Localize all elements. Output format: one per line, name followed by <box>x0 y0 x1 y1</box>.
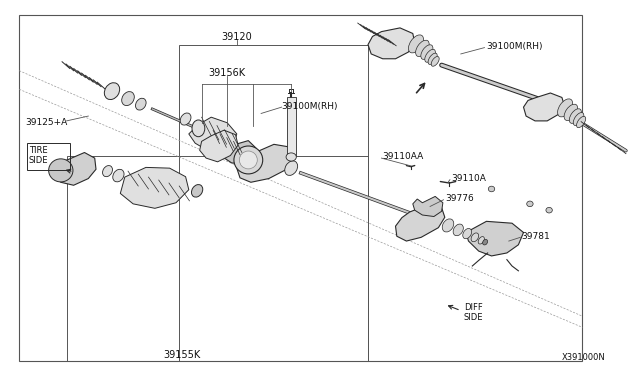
Polygon shape <box>54 153 96 185</box>
Bar <box>27 143 70 170</box>
Ellipse shape <box>428 53 437 64</box>
Ellipse shape <box>239 151 257 169</box>
Ellipse shape <box>570 109 581 124</box>
Polygon shape <box>120 167 189 208</box>
Ellipse shape <box>192 120 205 137</box>
Ellipse shape <box>102 166 113 177</box>
Text: 39781: 39781 <box>522 232 550 241</box>
Polygon shape <box>524 93 564 121</box>
Ellipse shape <box>234 146 263 174</box>
Bar <box>67 156 368 361</box>
Text: 39110AA: 39110AA <box>383 152 424 161</box>
Ellipse shape <box>483 240 488 245</box>
Ellipse shape <box>49 159 73 182</box>
Polygon shape <box>237 144 293 182</box>
Ellipse shape <box>527 201 533 207</box>
Text: 39156K: 39156K <box>209 68 246 77</box>
Text: 39125+A: 39125+A <box>26 118 68 127</box>
Ellipse shape <box>421 45 433 60</box>
Ellipse shape <box>564 104 578 121</box>
Ellipse shape <box>463 228 472 239</box>
Text: 39120: 39120 <box>221 32 252 42</box>
Text: TIRE
SIDE: TIRE SIDE <box>29 146 48 165</box>
Polygon shape <box>200 130 238 162</box>
Ellipse shape <box>488 186 495 192</box>
Text: 39776: 39776 <box>445 194 474 203</box>
Ellipse shape <box>577 116 586 128</box>
Ellipse shape <box>104 83 120 100</box>
Ellipse shape <box>408 35 424 53</box>
Ellipse shape <box>191 185 203 197</box>
Text: 39100M(RH): 39100M(RH) <box>486 42 543 51</box>
Text: 39110A: 39110A <box>451 174 486 183</box>
Polygon shape <box>466 221 524 256</box>
Bar <box>179 45 368 361</box>
Polygon shape <box>287 97 296 156</box>
Text: X391000N: X391000N <box>561 353 605 362</box>
Polygon shape <box>189 117 237 153</box>
Bar <box>19 15 582 361</box>
Text: DIFF
SIDE: DIFF SIDE <box>464 303 483 322</box>
Polygon shape <box>368 28 415 59</box>
Ellipse shape <box>471 233 479 242</box>
Ellipse shape <box>180 113 191 125</box>
Ellipse shape <box>286 153 296 161</box>
Ellipse shape <box>113 169 124 182</box>
Ellipse shape <box>285 161 298 176</box>
Ellipse shape <box>425 49 435 62</box>
Ellipse shape <box>573 113 584 125</box>
Text: 39155K: 39155K <box>164 350 201 360</box>
Ellipse shape <box>546 208 552 213</box>
Ellipse shape <box>122 92 134 106</box>
Ellipse shape <box>442 219 454 232</box>
Polygon shape <box>413 196 443 217</box>
Ellipse shape <box>415 40 429 57</box>
Text: 39100M(RH): 39100M(RH) <box>282 102 338 110</box>
Ellipse shape <box>453 224 463 236</box>
Ellipse shape <box>478 237 484 244</box>
Polygon shape <box>223 141 256 164</box>
Polygon shape <box>396 204 445 241</box>
Ellipse shape <box>431 57 439 66</box>
Ellipse shape <box>136 98 146 110</box>
Ellipse shape <box>557 99 573 117</box>
